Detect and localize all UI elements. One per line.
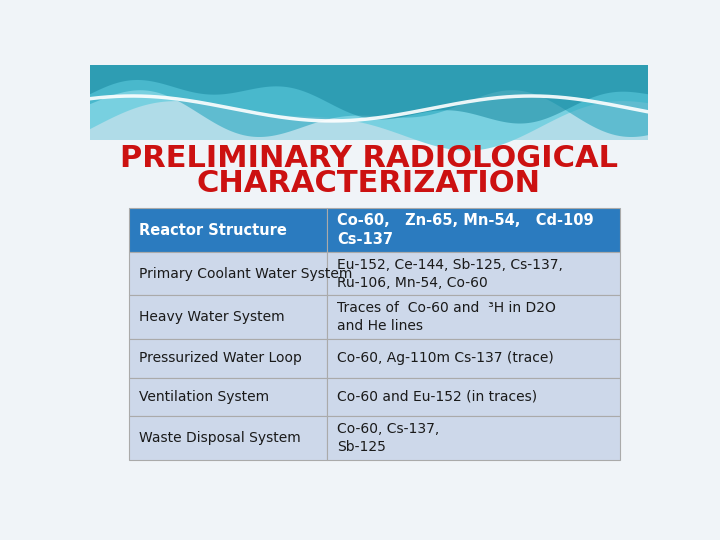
Text: CHARACTERIZATION: CHARACTERIZATION (197, 169, 541, 198)
FancyBboxPatch shape (327, 208, 620, 252)
Text: Co-60 and Eu-152 (in traces): Co-60 and Eu-152 (in traces) (337, 390, 537, 404)
FancyBboxPatch shape (129, 252, 327, 295)
Text: Co-60, Ag-110m Cs-137 (trace): Co-60, Ag-110m Cs-137 (trace) (337, 352, 554, 366)
FancyBboxPatch shape (327, 252, 620, 295)
FancyBboxPatch shape (327, 339, 620, 377)
Text: PRELIMINARY RADIOLOGICAL: PRELIMINARY RADIOLOGICAL (120, 144, 618, 173)
FancyBboxPatch shape (129, 377, 327, 416)
Text: Pressurized Water Loop: Pressurized Water Loop (139, 352, 302, 366)
FancyBboxPatch shape (129, 339, 327, 377)
FancyBboxPatch shape (327, 377, 620, 416)
Text: Reactor Structure: Reactor Structure (139, 222, 287, 238)
FancyBboxPatch shape (327, 416, 620, 460)
Text: Primary Coolant Water System: Primary Coolant Water System (139, 267, 353, 281)
FancyBboxPatch shape (327, 295, 620, 339)
Text: Co-60, Cs-137,
Sb-125: Co-60, Cs-137, Sb-125 (337, 422, 439, 454)
FancyBboxPatch shape (129, 208, 327, 252)
FancyBboxPatch shape (129, 295, 327, 339)
Text: Waste Disposal System: Waste Disposal System (139, 431, 301, 445)
FancyBboxPatch shape (129, 416, 327, 460)
Text: Heavy Water System: Heavy Water System (139, 310, 284, 324)
Text: Co-60,   Zn-65, Mn-54,   Cd-109
Cs-137: Co-60, Zn-65, Mn-54, Cd-109 Cs-137 (337, 213, 594, 247)
Polygon shape (90, 65, 648, 151)
Polygon shape (90, 65, 648, 140)
Polygon shape (90, 65, 648, 124)
Text: Ventilation System: Ventilation System (139, 390, 269, 404)
Text: Eu-152, Ce-144, Sb-125, Cs-137,
Ru-106, Mn-54, Co-60: Eu-152, Ce-144, Sb-125, Cs-137, Ru-106, … (337, 258, 563, 289)
Polygon shape (90, 65, 648, 137)
Text: Traces of  Co-60 and  ³H in D2O
and He lines: Traces of Co-60 and ³H in D2O and He lin… (337, 301, 556, 333)
